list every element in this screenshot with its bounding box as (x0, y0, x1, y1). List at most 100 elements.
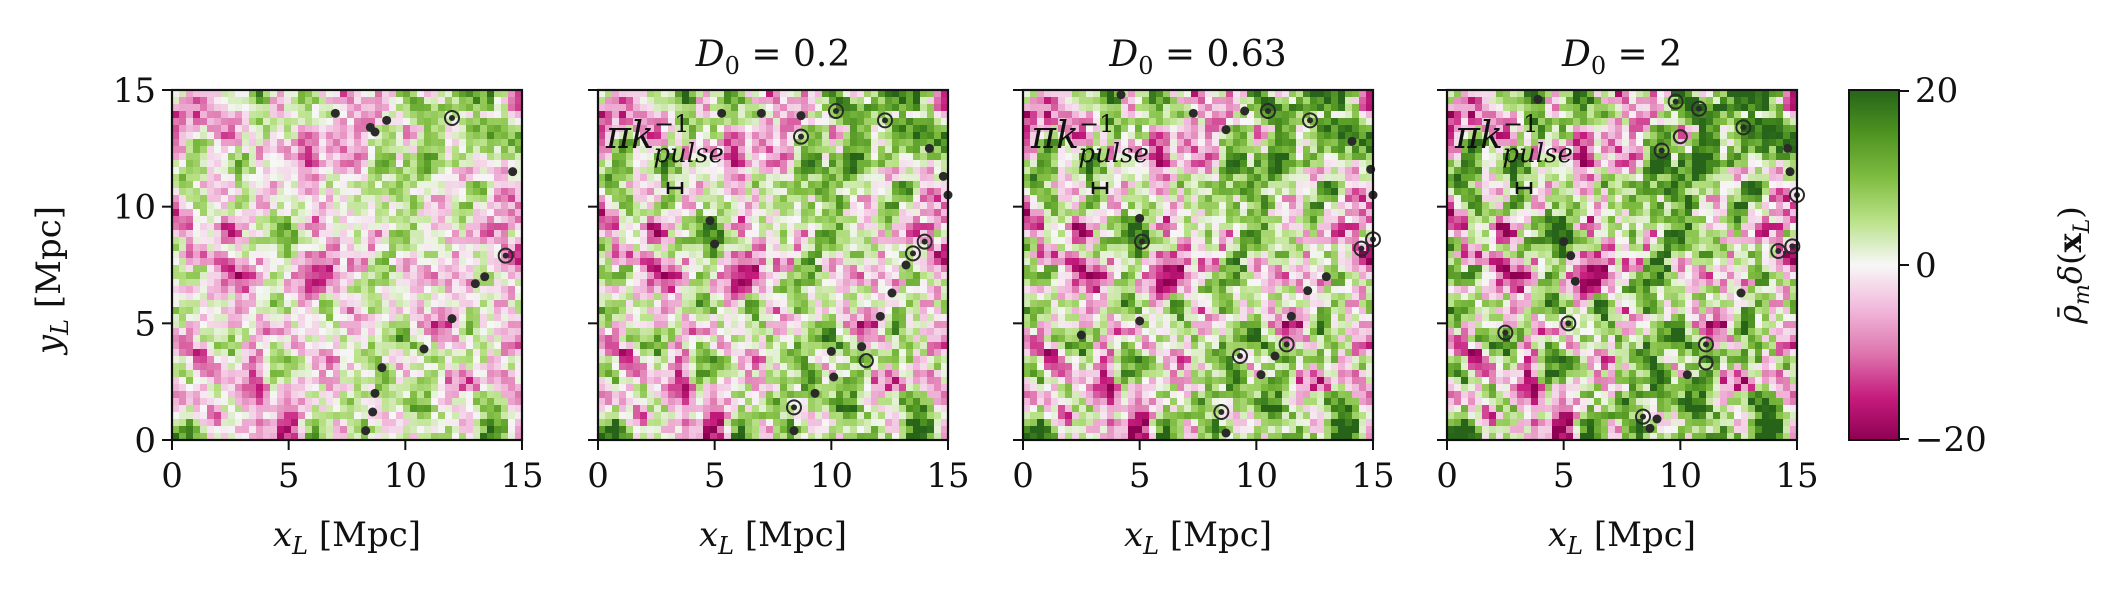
heatmap-cell (857, 237, 865, 245)
heatmap-cell (654, 160, 662, 168)
heatmap-cell (340, 209, 348, 217)
heatmap-cell (612, 244, 620, 252)
heatmap-cell (934, 230, 942, 238)
heatmap-cell (172, 433, 180, 441)
heatmap-cell (675, 321, 683, 329)
heatmap-cell (892, 342, 900, 350)
heatmap-cell (375, 328, 383, 336)
heatmap-cell (263, 433, 271, 441)
heatmap-cell (647, 125, 655, 133)
heatmap-cell (864, 356, 872, 364)
heatmap-cell (340, 412, 348, 420)
heatmap-cell (452, 328, 460, 336)
heatmap-cell (668, 328, 676, 336)
heatmap-cell (885, 377, 893, 385)
heatmap-cell (354, 335, 362, 343)
heatmap-cell (633, 426, 641, 434)
heatmap-cell (864, 398, 872, 406)
heatmap-cell (473, 321, 481, 329)
heatmap-cell (445, 195, 453, 203)
heatmap-cell (207, 125, 215, 133)
heatmap-cell (738, 216, 746, 224)
heatmap-cell (899, 307, 907, 315)
heatmap-cell (228, 146, 236, 154)
heatmap-cell (661, 188, 669, 196)
heatmap-cell (899, 419, 907, 427)
heatmap-cell (305, 244, 313, 252)
heatmap-cell (920, 426, 928, 434)
heatmap-cell (605, 188, 613, 196)
heatmap-cell (829, 286, 837, 294)
heatmap-cell (431, 237, 439, 245)
heatmap-cell (801, 146, 809, 154)
heatmap-cell (291, 272, 299, 280)
heatmap-cell (927, 244, 935, 252)
heatmap-cell (438, 265, 446, 273)
heatmap-cell (759, 405, 767, 413)
heatmap-cell (228, 216, 236, 224)
heatmap-cell (361, 237, 369, 245)
heatmap-cell (375, 118, 383, 126)
heatmap-cell (305, 230, 313, 238)
heatmap-cell (794, 230, 802, 238)
heatmap-cell (466, 377, 474, 385)
heatmap-cell (850, 314, 858, 322)
heatmap-cell (871, 104, 879, 112)
heatmap-cell (941, 314, 949, 322)
heatmap-cell (235, 118, 243, 126)
heatmap-cell (871, 328, 879, 336)
heatmap-cell (347, 272, 355, 280)
heatmap-cell (689, 160, 697, 168)
heatmap-cell (431, 377, 439, 385)
heatmap-cell (710, 251, 718, 259)
heatmap-cell (305, 384, 313, 392)
heatmap-cell (466, 118, 474, 126)
heatmap-cell (934, 349, 942, 357)
heatmap-cell (298, 433, 306, 441)
heatmap-cell (773, 279, 781, 287)
heatmap-cell (703, 202, 711, 210)
heatmap-cell (326, 174, 334, 182)
heatmap-cell (326, 321, 334, 329)
heatmap-cell (927, 195, 935, 203)
heatmap-cell (319, 251, 327, 259)
heatmap-cell (801, 286, 809, 294)
heatmap-cell (277, 237, 285, 245)
heatmap-cell (871, 391, 879, 399)
heatmap-cell (871, 181, 879, 189)
heatmap-cell (235, 188, 243, 196)
heatmap-cell (710, 307, 718, 315)
heatmap-cell (878, 279, 886, 287)
heatmap-cell (801, 237, 809, 245)
heatmap-cell (857, 125, 865, 133)
heatmap-cell (214, 244, 222, 252)
heatmap-cell (207, 237, 215, 245)
heatmap-cell (759, 202, 767, 210)
heatmap-cell (347, 90, 355, 98)
heatmap-cell (333, 307, 341, 315)
heatmap-cell (843, 412, 851, 420)
heatmap-cell (661, 307, 669, 315)
heatmap-cell (312, 153, 320, 161)
heatmap-cell (857, 300, 865, 308)
heatmap-cell (466, 342, 474, 350)
heatmap-cell (745, 153, 753, 161)
heatmap-cell (214, 433, 222, 441)
heatmap-cell (417, 132, 425, 140)
heatmap-cell (920, 356, 928, 364)
heatmap-cell (710, 258, 718, 266)
heatmap-cell (452, 244, 460, 252)
heatmap-cell (780, 244, 788, 252)
heatmap-cell (228, 90, 236, 98)
heatmap-cell (612, 251, 620, 259)
heatmap-cell (913, 335, 921, 343)
heatmap-cell (661, 349, 669, 357)
heatmap-cell (927, 97, 935, 105)
heatmap-cell (696, 391, 704, 399)
heatmap-cell (368, 265, 376, 273)
heatmap-cell (927, 398, 935, 406)
heatmap-cell (801, 97, 809, 105)
heatmap-cell (361, 188, 369, 196)
heatmap-cell (368, 244, 376, 252)
heatmap-cell (647, 307, 655, 315)
